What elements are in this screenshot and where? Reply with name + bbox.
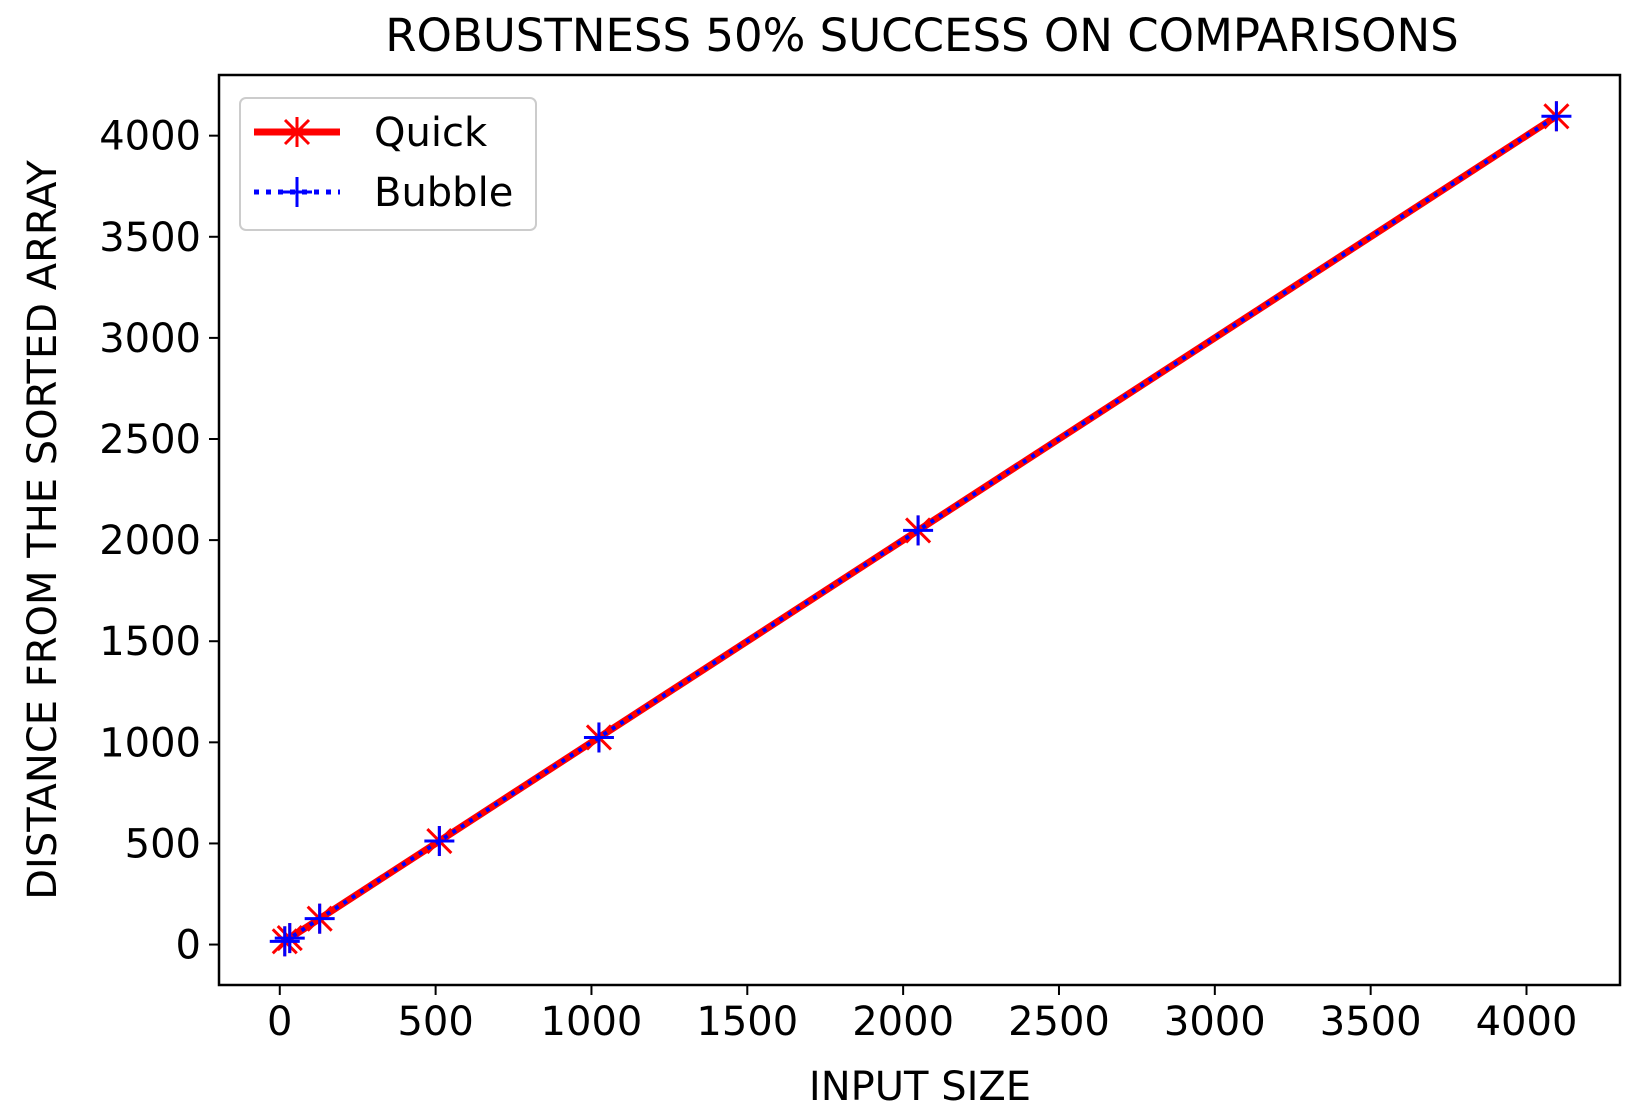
plot-frame [217, 73, 1622, 987]
series-bubble [269, 101, 1572, 957]
x-tick-label: 0 [267, 999, 292, 1045]
y-tick-label: 3500 [99, 215, 201, 261]
data-point-bubble [424, 826, 455, 857]
y-tick-label: 2000 [99, 518, 201, 564]
y-tick-label: 0 [176, 923, 201, 969]
y-tick-label: 1000 [99, 720, 201, 766]
data-point-bubble [304, 903, 335, 934]
legend-marker [282, 177, 312, 207]
data-point-bubble [583, 722, 614, 753]
series-layer [269, 101, 1572, 957]
legend-label: Bubble [374, 170, 513, 216]
y-tick-label: 1500 [99, 619, 201, 665]
legend-item-bubble: Bubble [254, 170, 513, 216]
data-point-bubble [269, 926, 300, 957]
x-tick-label: 1500 [696, 999, 798, 1045]
legend-label: Quick [374, 110, 488, 156]
data-point-bubble [1541, 101, 1572, 132]
legend-item-quick: Quick [254, 110, 488, 156]
y-tick-label: 500 [125, 821, 201, 867]
x-tick-label: 3000 [1164, 999, 1266, 1045]
chart-title: ROBUSTNESS 50% SUCCESS ON COMPARISONS [385, 9, 1458, 62]
x-tick-label: 1000 [541, 999, 643, 1045]
legend: Quick Bubble [239, 97, 537, 231]
y-tick-label: 3000 [99, 316, 201, 362]
y-axis-title: DISTANCE FROM THE SORTED ARRAY [20, 160, 66, 900]
x-axis-title: INPUT SIZE [809, 1064, 1031, 1110]
x-tick-label: 2500 [1008, 999, 1110, 1045]
x-axis: 0 500 1000 1500 2000 2500 3000 3500 4000 [267, 985, 1577, 1045]
data-point-bubble [903, 515, 934, 546]
y-axis: 0 500 1000 1500 2000 2500 3000 3500 4000 [99, 114, 219, 969]
x-tick-label: 3500 [1320, 999, 1422, 1045]
x-tick-label: 2000 [852, 999, 954, 1045]
y-tick-label: 2500 [99, 417, 201, 463]
data-point-bubble [274, 923, 305, 954]
legend-marker [283, 117, 311, 147]
x-tick-label: 4000 [1476, 999, 1578, 1045]
y-tick-label: 4000 [99, 114, 201, 160]
x-tick-label: 500 [397, 999, 473, 1045]
